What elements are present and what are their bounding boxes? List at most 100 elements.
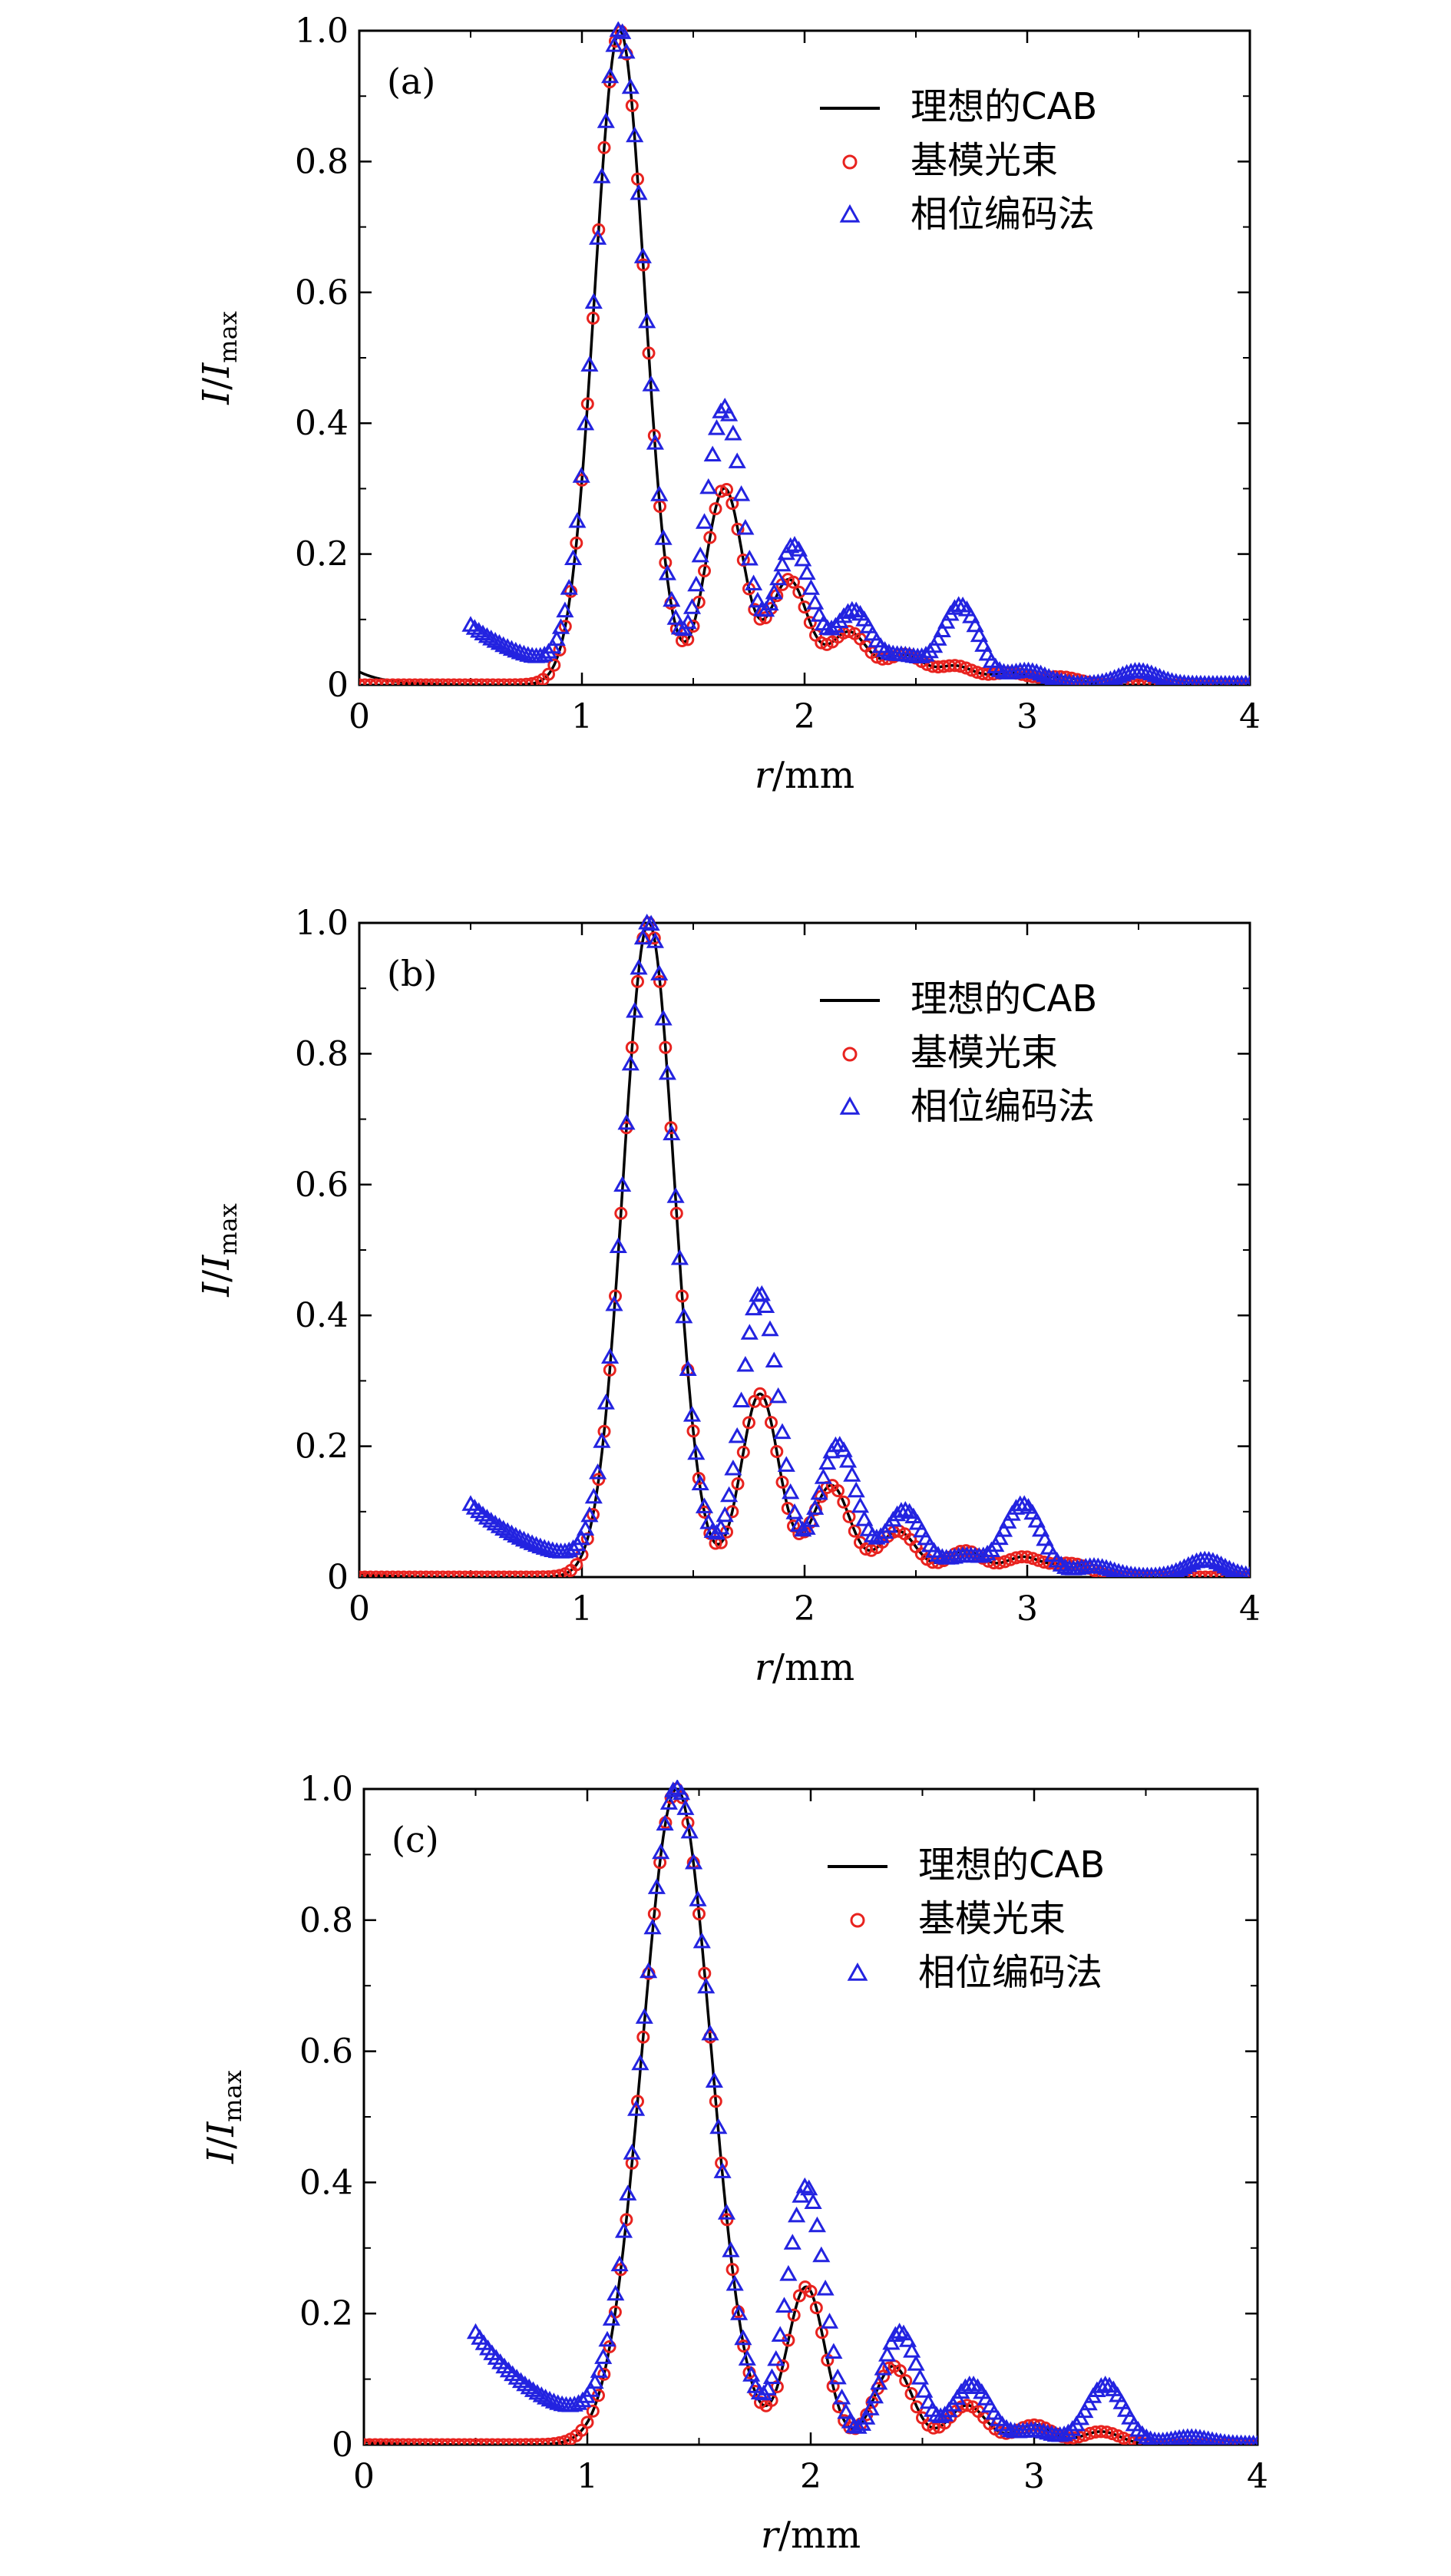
point-phase-encoding	[1076, 2402, 1094, 2419]
point-fundamental-beam	[698, 1966, 712, 1980]
x-tick-label: 2	[794, 1589, 815, 1629]
panel-label: (a)	[387, 61, 435, 102]
point-phase-encoding	[1178, 674, 1191, 685]
point-fundamental-beam	[603, 2340, 616, 2353]
point-phase-encoding	[1146, 666, 1165, 683]
point-fundamental-beam	[431, 678, 444, 685]
point-phase-encoding	[1239, 2434, 1251, 2445]
point-phase-encoding	[782, 1483, 800, 1500]
point-fundamental-beam	[597, 141, 611, 154]
point-phase-encoding	[1229, 1562, 1246, 1577]
legend-label: 理想的CAB	[911, 85, 1097, 128]
point-phase-encoding	[722, 2241, 740, 2257]
point-phase-encoding	[752, 1285, 771, 1301]
plot-area	[364, 1780, 1258, 2445]
point-phase-encoding	[614, 2222, 633, 2238]
point-fundamental-beam	[736, 1445, 750, 1459]
point-phase-encoding	[656, 1814, 674, 1831]
point-fundamental-beam	[447, 678, 461, 685]
x-tick-label: 3	[1023, 2457, 1045, 2496]
point-phase-encoding	[878, 2346, 897, 2362]
point-phase-encoding	[999, 1513, 1017, 1529]
point-fundamental-beam	[359, 678, 372, 685]
point-phase-encoding	[1059, 2423, 1077, 2439]
point-phase-encoding	[1169, 673, 1183, 685]
point-phase-encoding	[486, 1514, 504, 1531]
point-fundamental-beam	[993, 1556, 1006, 1570]
point-phase-encoding	[610, 2255, 629, 2272]
point-phase-encoding	[642, 375, 660, 392]
point-phase-encoding	[1165, 672, 1179, 685]
point-fundamental-beam	[1149, 1570, 1162, 1577]
point-phase-encoding	[1071, 674, 1084, 685]
point-phase-encoding	[1220, 1559, 1238, 1576]
point-fundamental-beam	[497, 678, 511, 685]
point-phase-encoding	[707, 419, 726, 435]
point-phase-encoding	[1227, 2434, 1239, 2445]
point-phase-encoding	[1056, 1558, 1075, 1574]
legend-label: 理想的CAB	[918, 1844, 1105, 1887]
point-fundamental-beam	[419, 1570, 433, 1577]
point-fundamental-beam	[647, 1907, 661, 1921]
point-phase-encoding	[1218, 2433, 1231, 2445]
point-phase-encoding	[507, 1526, 525, 1543]
point-fundamental-beam	[503, 678, 517, 685]
point-fundamental-beam	[458, 1570, 472, 1577]
point-fundamental-beam	[1159, 678, 1173, 685]
point-fundamental-beam	[425, 678, 438, 685]
point-fundamental-beam	[587, 311, 600, 325]
point-phase-encoding	[1251, 2434, 1258, 2445]
x-tick-label: 1	[577, 2457, 598, 2496]
point-fundamental-beam	[580, 397, 594, 411]
point-fundamental-beam	[1020, 1550, 1034, 1564]
y-tick-label: 0	[332, 2426, 353, 2465]
point-phase-encoding	[1129, 1566, 1142, 1577]
point-fundamental-beam	[570, 536, 583, 550]
point-phase-encoding	[1058, 673, 1073, 685]
point-phase-encoding	[865, 2387, 884, 2404]
point-phase-encoding	[820, 2313, 839, 2329]
point-fundamental-beam	[503, 1570, 517, 1577]
point-phase-encoding	[619, 2184, 637, 2201]
point-fundamental-beam	[547, 658, 561, 672]
y-axis-label: I/Imax	[200, 2070, 247, 2164]
point-phase-encoding	[738, 2349, 756, 2366]
point-phase-encoding	[498, 638, 517, 654]
point-phase-encoding	[623, 2144, 641, 2160]
point-fundamental-beam	[686, 1424, 700, 1438]
point-fundamental-beam	[647, 931, 661, 945]
point-phase-encoding	[1235, 1564, 1249, 1577]
point-phase-encoding	[709, 2118, 728, 2135]
point-fundamental-beam	[375, 678, 388, 685]
legend-label: 基模光束	[911, 1031, 1058, 1074]
point-fundamental-beam	[458, 678, 472, 685]
point-phase-encoding	[871, 1527, 890, 1543]
point-phase-encoding	[788, 2206, 806, 2223]
point-phase-encoding	[572, 467, 590, 483]
x-tick-label: 3	[1016, 1589, 1038, 1629]
point-fundamental-beam	[441, 2438, 454, 2445]
point-phase-encoding	[1243, 2434, 1255, 2445]
point-phase-encoding	[843, 1466, 861, 1482]
point-phase-encoding	[594, 2348, 613, 2364]
plot-frame	[358, 921, 1251, 1579]
point-fundamental-beam	[464, 1570, 478, 1577]
point-fundamental-beam	[720, 2213, 734, 2227]
legend-label: 基模光束	[918, 1897, 1066, 1940]
point-fundamental-beam	[392, 678, 405, 685]
point-phase-encoding	[798, 1519, 816, 1535]
point-phase-encoding	[1195, 674, 1207, 685]
point-fundamental-beam	[1210, 1570, 1223, 1577]
point-phase-encoding	[519, 1533, 537, 1549]
plot-area	[359, 914, 1250, 1577]
point-fundamental-beam	[402, 2438, 415, 2445]
point-phase-encoding	[633, 247, 652, 263]
point-fundamental-beam	[726, 497, 739, 511]
point-phase-encoding	[720, 1486, 739, 1503]
point-fundamental-beam	[570, 1558, 583, 1572]
point-phase-encoding	[769, 1387, 788, 1404]
point-phase-encoding	[1106, 1561, 1124, 1577]
point-phase-encoding	[544, 2392, 563, 2409]
